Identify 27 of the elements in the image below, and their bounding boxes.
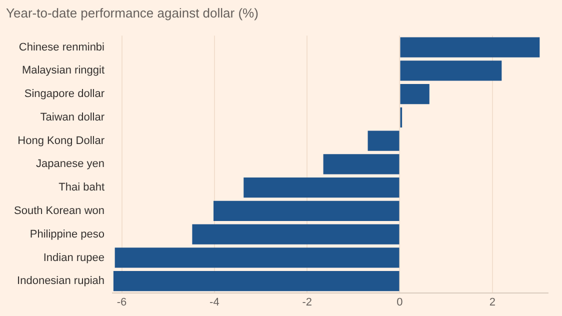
bar xyxy=(214,200,400,222)
bar xyxy=(368,130,400,151)
x-tick-label: -2 xyxy=(302,296,312,308)
x-tick-label: -6 xyxy=(116,296,127,308)
bar xyxy=(192,224,400,244)
bar xyxy=(400,60,502,81)
bar xyxy=(400,37,540,58)
y-tick-label: Philippine peso xyxy=(30,228,105,240)
y-tick-label: Thai baht xyxy=(58,182,105,194)
y-tick-label: South Korean won xyxy=(14,204,105,217)
y-tick-label: Japanese yen xyxy=(36,158,105,170)
y-tick-label: Indonesian rupiah xyxy=(17,275,105,288)
y-tick-label: Singapore dollar xyxy=(24,88,105,100)
y-tick-label: Taiwan dollar xyxy=(40,111,105,124)
y-tick-label: Chinese renminbi xyxy=(18,41,105,54)
bar xyxy=(323,154,400,174)
x-tick-label: 2 xyxy=(489,296,496,308)
x-tick-label: 0 xyxy=(396,296,403,308)
bar xyxy=(113,271,400,292)
y-tick-label: Hong Kong Dollar xyxy=(18,134,105,147)
bar xyxy=(400,84,430,104)
bar xyxy=(244,178,400,198)
chart-title: Year-to-date performance against dollar (%) xyxy=(6,5,258,20)
y-tick-label: Malaysian ringgit xyxy=(22,64,105,77)
x-tick-label: -4 xyxy=(210,296,220,308)
bar xyxy=(114,248,400,268)
y-tick-label: Indian rupee xyxy=(43,252,105,264)
